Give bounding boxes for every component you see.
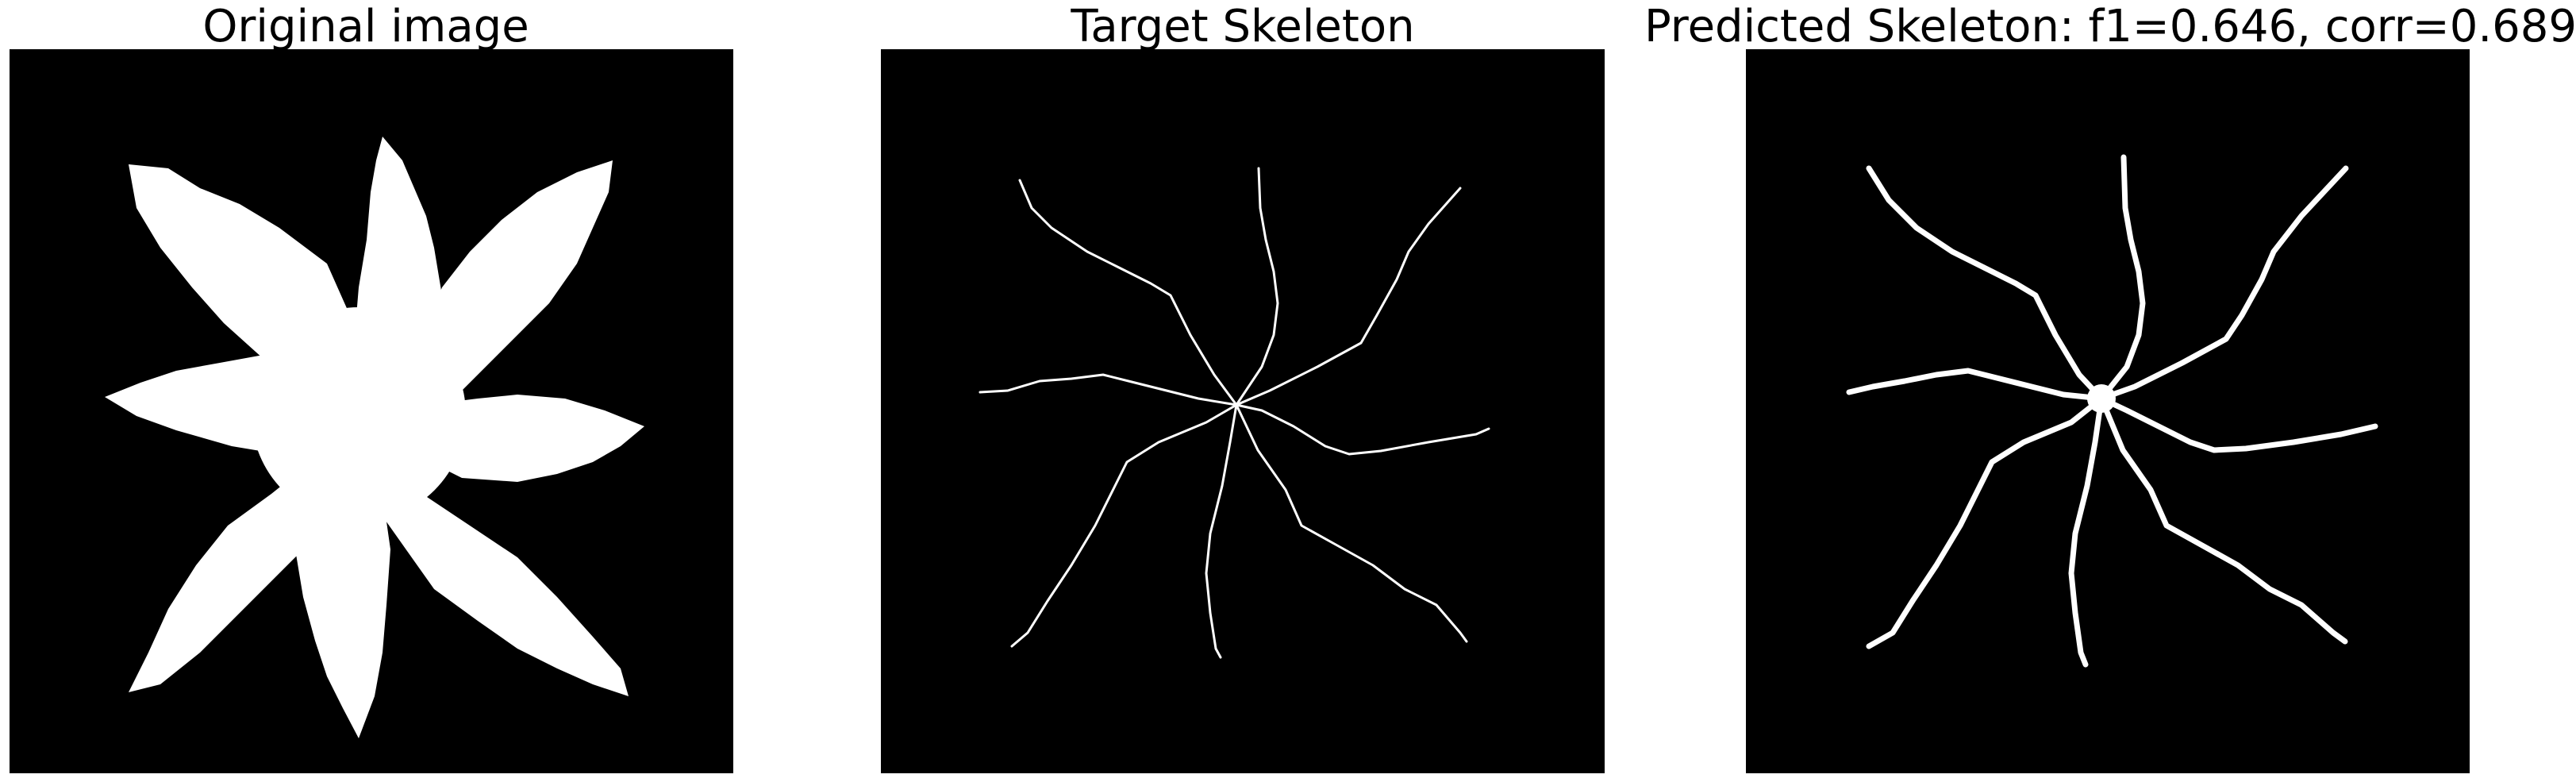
panel-title-original: Original image — [202, 1, 529, 52]
leaf-shape — [105, 137, 644, 738]
panel-target: Target Skeleton — [873, 0, 1667, 782]
panel-predicted: Predicted Skeleton: f1=0.646, corr=0.689 — [1644, 0, 2576, 782]
original-image — [10, 49, 733, 773]
target-skeleton-lines — [978, 167, 1490, 659]
target-skeleton-image — [881, 49, 1605, 773]
predicted-center-blob — [2087, 384, 2116, 413]
original-shape-svg — [10, 49, 733, 773]
predicted-skeleton-svg — [1746, 49, 2470, 773]
target-skeleton-svg — [881, 49, 1605, 773]
predicted-skeleton-lines — [1846, 154, 2378, 668]
panel-title-target: Target Skeleton — [1071, 1, 1415, 52]
panel-original: Original image — [2, 0, 795, 782]
predicted-skeleton-image — [1746, 49, 2470, 773]
panel-title-predicted: Predicted Skeleton: f1=0.646, corr=0.689 — [1644, 1, 2576, 52]
